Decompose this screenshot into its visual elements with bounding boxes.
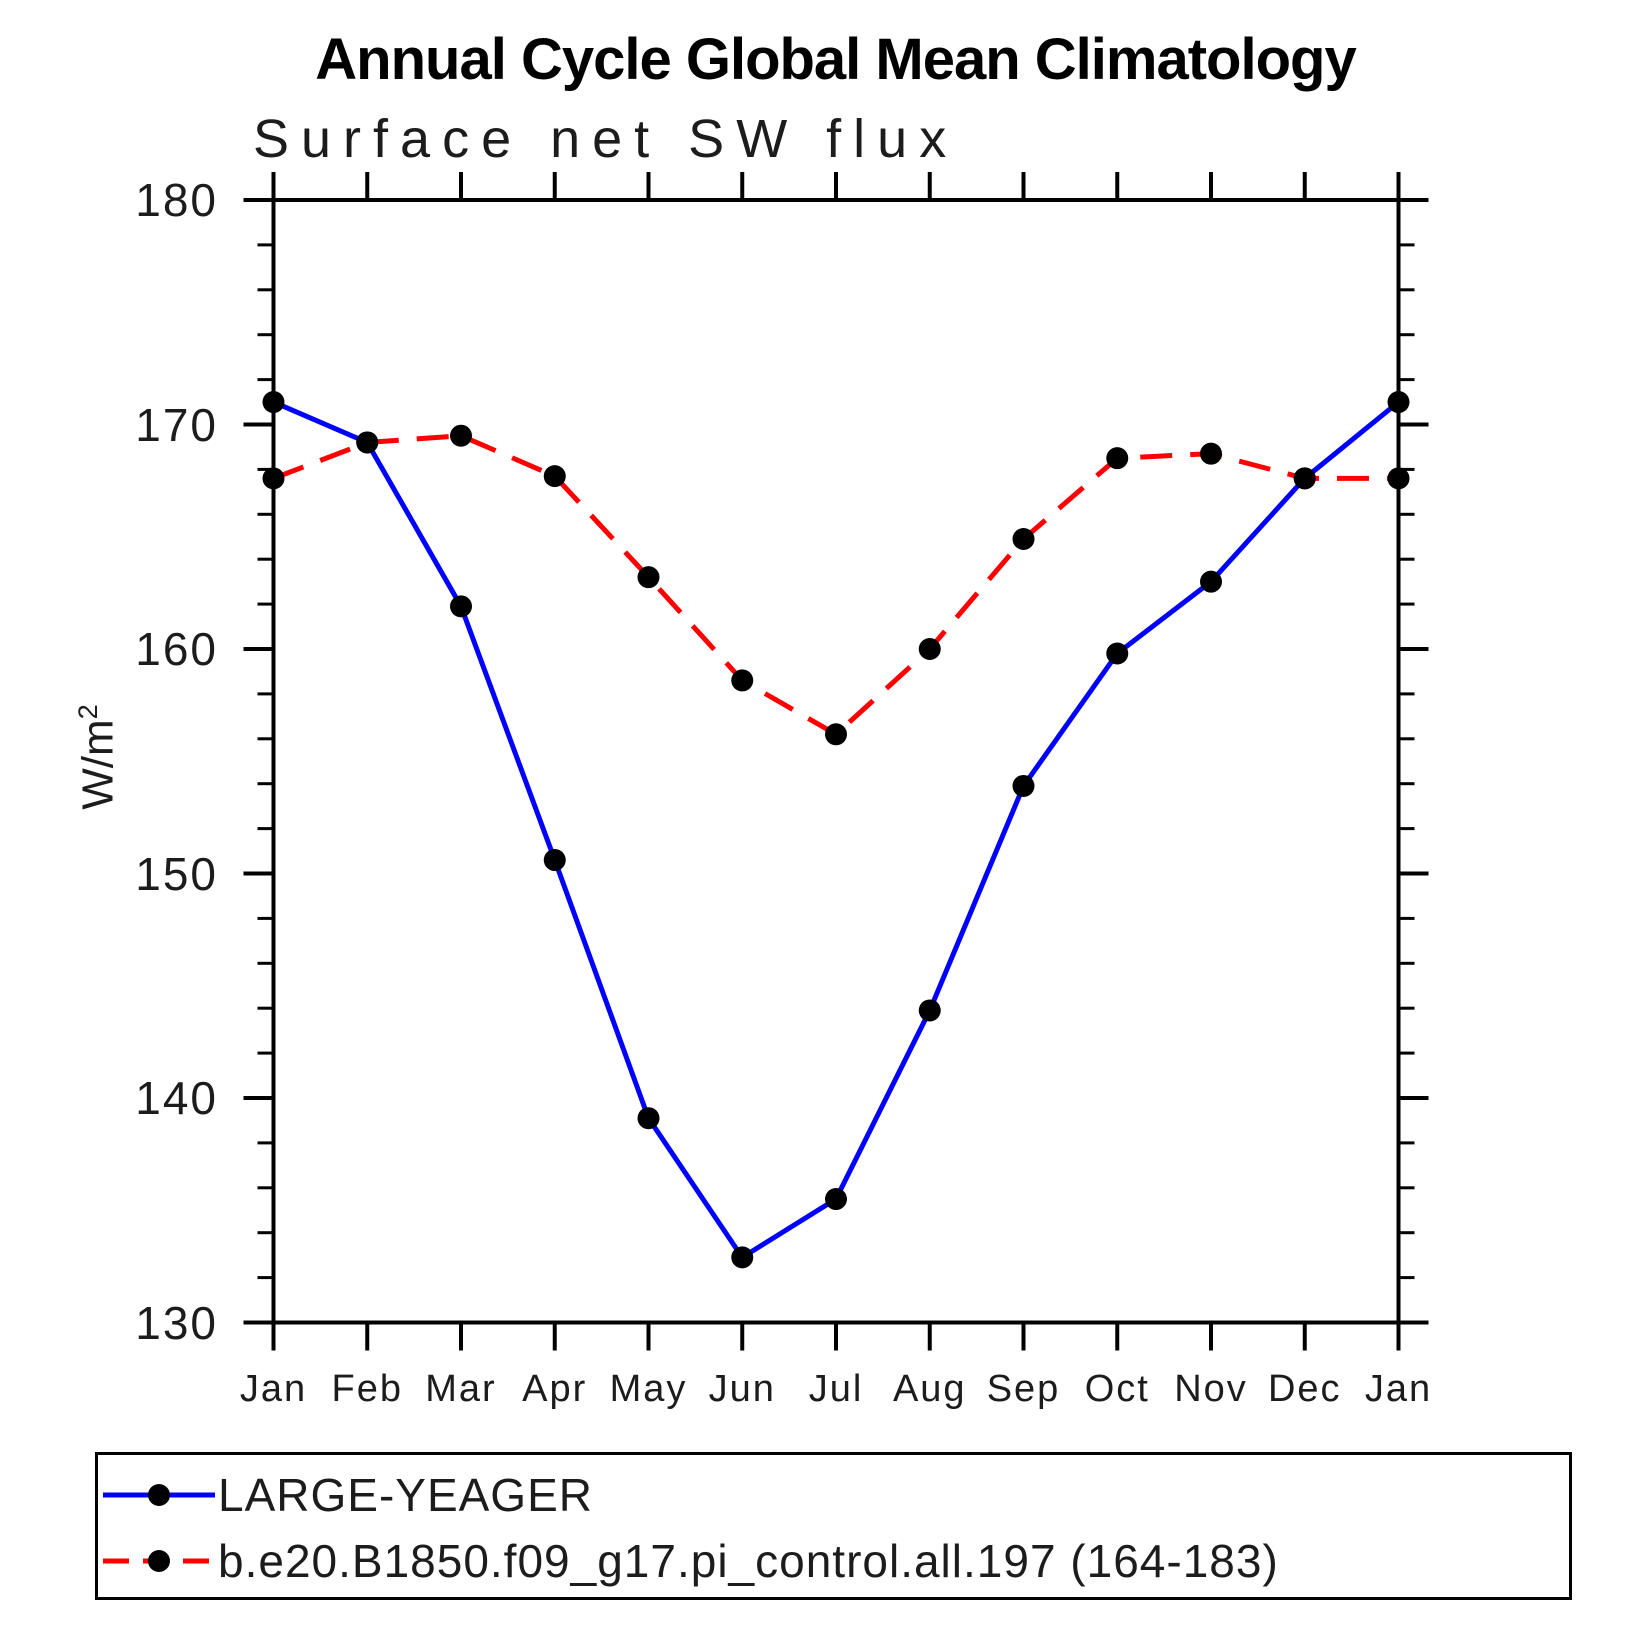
y-tick-label: 180: [135, 174, 218, 226]
y-axis-title: W/m2: [58, 677, 123, 837]
data-point-marker: [543, 465, 566, 488]
x-tick-label: Apr: [522, 1368, 588, 1410]
legend-item-model-run: b.e20.B1850.f09_g17.pi_control.all.197 (…: [100, 1531, 1279, 1591]
data-point-marker: [637, 1107, 660, 1130]
legend-line-sample-dashed: [103, 1550, 215, 1572]
y-tick-label: 140: [135, 1072, 218, 1124]
x-tick-label: Oct: [1084, 1368, 1150, 1410]
x-tick-label: Mar: [425, 1368, 497, 1410]
data-point-marker: [1106, 642, 1129, 665]
data-point-marker: [1293, 467, 1316, 490]
data-point-marker: [543, 849, 566, 872]
x-tick-label: Nov: [1174, 1368, 1248, 1410]
axes-frame: [243, 172, 1429, 1351]
x-tick-label: Jan: [1364, 1368, 1433, 1410]
y-tick-label: 160: [135, 623, 218, 675]
x-tick-label: May: [609, 1368, 688, 1410]
data-point-marker: [637, 566, 660, 589]
data-point-marker: [262, 391, 285, 414]
data-point-marker: [450, 595, 472, 618]
data-point-marker: [450, 424, 472, 447]
legend-item-large-yeager: LARGE-YEAGER: [100, 1465, 593, 1525]
x-tick-label: Jul: [808, 1368, 864, 1410]
data-point-marker: [918, 638, 941, 660]
y-axis-title-exponent: 2: [72, 704, 103, 720]
data-point-marker: [825, 1188, 847, 1211]
y-tick-label: 170: [135, 398, 218, 451]
data-point-marker: [356, 431, 379, 454]
legend-label: LARGE-YEAGER: [218, 1469, 593, 1521]
x-tick-label: Jan: [239, 1368, 308, 1410]
data-point-marker: [1012, 527, 1035, 550]
series-line-1: [272, 433, 1399, 738]
x-tick-label: Feb: [331, 1368, 403, 1410]
data-point-marker: [262, 467, 285, 490]
data-point-marker: [1387, 391, 1410, 414]
data-point-marker: [1200, 570, 1222, 593]
y-axis-title-base: W/m: [73, 719, 123, 810]
data-point-marker: [918, 999, 941, 1022]
y-tick-label: 130: [135, 1296, 218, 1349]
x-tick-label: Jun: [708, 1368, 776, 1410]
data-point-marker: [1200, 442, 1222, 465]
data-series: [262, 391, 1410, 1269]
series-line-0: [272, 399, 1401, 1261]
data-point-marker: [825, 723, 847, 746]
legend-line-sample-solid: [103, 1484, 215, 1506]
legend: LARGE-YEAGER b.e20.B1850.f09_g17.pi_cont…: [95, 1452, 1572, 1600]
data-point-marker: [1106, 447, 1129, 470]
data-point-marker: [1012, 774, 1035, 797]
page-title: Annual Cycle Global Mean Climatology: [315, 27, 1356, 92]
chart-subtitle: Surface net SW flux: [253, 109, 959, 169]
data-point-marker: [731, 1246, 754, 1269]
data-point-marker: [731, 669, 754, 692]
data-point-marker: [1387, 467, 1410, 490]
y-tick-label: 150: [135, 847, 218, 900]
plot-frame: [271, 198, 1401, 1325]
x-tick-label: Dec: [1267, 1368, 1342, 1410]
legend-label: b.e20.B1850.f09_g17.pi_control.all.197 (…: [218, 1535, 1279, 1587]
x-tick-label: Aug: [892, 1368, 967, 1410]
x-tick-label: Sep: [986, 1368, 1061, 1410]
